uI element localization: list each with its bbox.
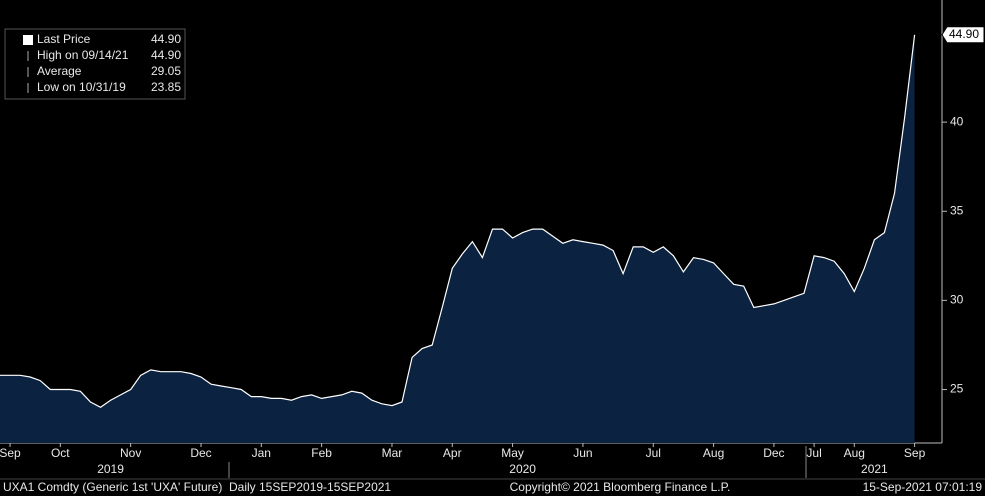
x-tick-label: Oct	[51, 446, 70, 460]
x-tick-label: Sep	[904, 446, 926, 460]
legend-value: 44.90	[151, 32, 181, 46]
price-line	[0, 34, 916, 409]
x-tick-label: Jun	[573, 446, 592, 460]
year-label: 2019	[97, 462, 124, 476]
x-tick-label: Dec	[190, 446, 211, 460]
footer-right: 15-Sep-2021 07:01:19	[863, 480, 983, 494]
x-tick-label: Aug	[844, 446, 865, 460]
y-tick-label: 25	[950, 382, 964, 396]
y-tick-label: 35	[950, 203, 964, 217]
x-tick-label: May	[501, 446, 524, 460]
x-tick-label: Mar	[382, 446, 403, 460]
area	[0, 34, 915, 444]
x-tick-label: Jul	[806, 446, 821, 460]
x-tick-label: Jan	[252, 446, 271, 460]
legend-label: Average	[37, 64, 82, 78]
x-tick-label: Jul	[646, 446, 661, 460]
footer-left: UXA1 Comdty (Generic 1st 'UXA' Future) D…	[3, 480, 391, 494]
legend-value: 23.85	[151, 80, 181, 94]
plot	[0, 34, 916, 444]
legend-label: Low on 10/31/19	[37, 80, 126, 94]
legend-value: 44.90	[151, 48, 181, 62]
legend-label: High on 09/14/21	[37, 48, 129, 62]
y-tick-label: 40	[950, 114, 964, 128]
y-tick-label: 30	[950, 293, 964, 307]
x-tick-label: Aug	[703, 446, 724, 460]
x-tick-label: Feb	[311, 446, 332, 460]
year-label: 2021	[861, 462, 888, 476]
legend-swatch	[23, 35, 33, 45]
x-tick-label: Sep	[0, 446, 21, 460]
legend-box	[4, 28, 186, 100]
last-price-label: 44.90	[949, 27, 979, 41]
legend-value: 29.05	[151, 64, 181, 78]
legend-label: Last Price	[37, 32, 91, 46]
footer-center: Copyright© 2021 Bloomberg Finance L.P.	[510, 480, 731, 494]
last-price-tag	[941, 26, 985, 44]
x-tick-label: Dec	[763, 446, 784, 460]
year-label: 2020	[509, 462, 536, 476]
x-tick-label: Apr	[443, 446, 462, 460]
x-tick-label: Nov	[120, 446, 141, 460]
